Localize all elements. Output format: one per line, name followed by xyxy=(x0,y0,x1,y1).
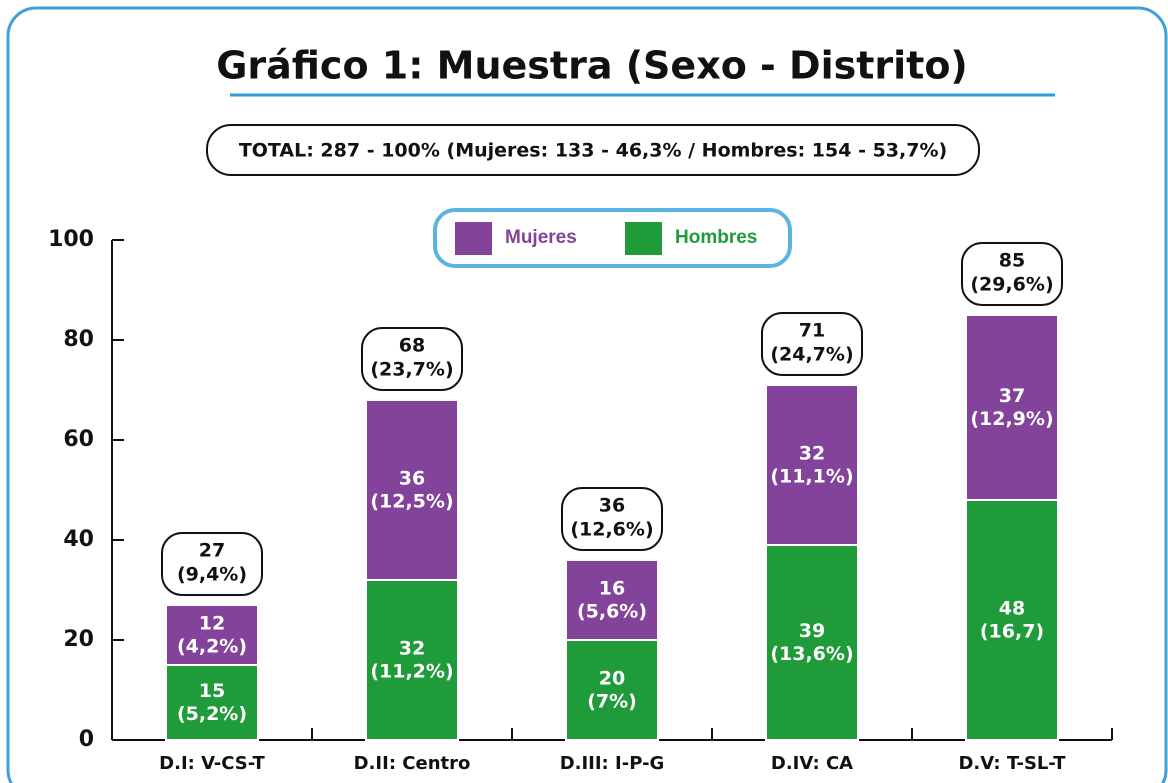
bar-segment xyxy=(765,384,859,546)
bar-segment xyxy=(565,639,659,741)
value-label: 37 xyxy=(999,385,1025,407)
x-tick-label: D.IV: CA xyxy=(771,753,853,774)
value-label: (5,6%) xyxy=(577,601,647,623)
legend-box xyxy=(433,208,792,268)
x-tick-label: D.I: V-CS-T xyxy=(159,753,265,774)
value-label: 16 xyxy=(599,578,625,600)
value-label: 39 xyxy=(799,620,825,642)
y-tick-label: 80 xyxy=(63,327,94,352)
value-label: 20 xyxy=(599,668,625,690)
value-label: (12,9%) xyxy=(970,408,1053,430)
total-label: (29,6%) xyxy=(970,274,1053,296)
value-label: (11,1%) xyxy=(770,466,853,488)
y-tick-label: 100 xyxy=(48,227,94,252)
total-label: 36 xyxy=(599,495,625,517)
bar-segment xyxy=(365,579,459,741)
y-tick-label: 20 xyxy=(63,627,94,652)
subtitle-box xyxy=(206,124,980,176)
value-label: (11,2%) xyxy=(370,661,453,683)
legend-swatch xyxy=(455,222,492,255)
value-label: 32 xyxy=(799,443,825,465)
y-tick-label: 0 xyxy=(79,727,94,752)
value-label: (7%) xyxy=(587,691,637,713)
legend-label: Mujeres xyxy=(505,227,577,248)
total-label: (23,7%) xyxy=(370,359,453,381)
total-label: 27 xyxy=(199,540,225,562)
value-label: (12,5%) xyxy=(370,491,453,513)
total-label: (12,6%) xyxy=(570,519,653,541)
bar-segment xyxy=(965,499,1059,741)
bar-segment xyxy=(165,604,259,666)
frame xyxy=(6,6,1168,783)
bar-segment xyxy=(365,399,459,581)
x-tick-label: D.III: I-P-G xyxy=(560,753,665,774)
value-label: (16,7) xyxy=(980,621,1044,643)
total-label: 68 xyxy=(399,335,425,357)
total-label: 85 xyxy=(999,250,1025,272)
chart-title: Gráfico 1: Muestra (Sexo - Distrito) xyxy=(216,44,968,88)
value-label: 48 xyxy=(999,598,1025,620)
total-box xyxy=(761,312,863,376)
y-tick-label: 40 xyxy=(63,527,94,552)
value-label: (4,2%) xyxy=(177,636,247,658)
total-label: 71 xyxy=(799,320,825,342)
bar-segment xyxy=(965,314,1059,501)
y-tick-label: 60 xyxy=(63,427,94,452)
legend-swatch xyxy=(625,222,662,255)
total-box xyxy=(161,532,263,596)
subtitle: TOTAL: 287 - 100% (Mujeres: 133 - 46,3% … xyxy=(239,140,947,162)
value-label: 12 xyxy=(199,613,225,635)
value-label: 36 xyxy=(399,468,425,490)
x-tick-label: D.V: T-SL-T xyxy=(958,753,1066,774)
legend-label: Hombres xyxy=(675,227,757,248)
bar-segment xyxy=(565,559,659,641)
total-box xyxy=(961,242,1063,306)
total-box xyxy=(361,327,463,391)
bar-segment xyxy=(765,544,859,741)
value-label: (5,2%) xyxy=(177,703,247,725)
value-label: 15 xyxy=(199,680,225,702)
total-box xyxy=(561,487,663,551)
x-tick-label: D.II: Centro xyxy=(354,753,471,774)
total-label: (9,4%) xyxy=(177,564,247,586)
bar-segment xyxy=(165,664,259,741)
value-label: (13,6%) xyxy=(770,643,853,665)
value-label: 32 xyxy=(399,638,425,660)
total-label: (24,7%) xyxy=(770,344,853,366)
